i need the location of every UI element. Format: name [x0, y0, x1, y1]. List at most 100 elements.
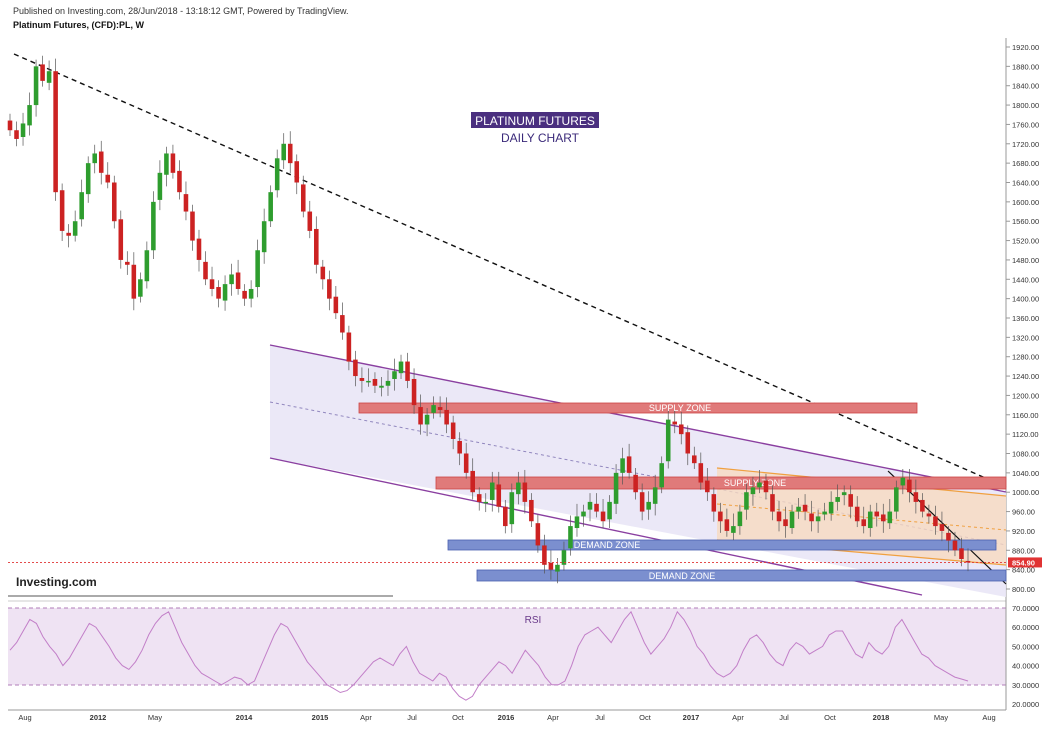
candle-up	[750, 487, 756, 495]
candle-down	[66, 232, 71, 236]
price-tick-label: 1760.00	[1012, 120, 1039, 129]
candle-down	[14, 130, 19, 139]
time-tick-label: Jul	[595, 713, 605, 722]
price-tick-label: 1880.00	[1012, 62, 1039, 71]
time-tick-label: Jul	[779, 713, 789, 722]
candle-up	[613, 472, 619, 504]
time-tick-label: 2015	[312, 713, 329, 722]
time-tick-label: 2014	[236, 713, 254, 722]
candle-up	[841, 492, 847, 496]
candle-up	[835, 497, 840, 502]
candle-up	[887, 511, 893, 524]
price-tick-label: 1000.00	[1012, 488, 1039, 497]
rsi-tick-label: 70.0000	[1012, 604, 1039, 613]
time-tick-label: Apr	[547, 713, 559, 722]
candle-up	[489, 482, 495, 500]
candle-down	[783, 519, 788, 527]
candle-down	[196, 238, 202, 260]
candle-down	[287, 143, 293, 164]
candle-down	[678, 424, 684, 435]
last-price-tag	[1008, 557, 1042, 568]
price-tick-label: 1080.00	[1012, 450, 1039, 459]
price-tick-label: 1240.00	[1012, 372, 1039, 381]
candle-up	[151, 201, 156, 251]
time-tick-label: Apr	[360, 713, 372, 722]
candle-down	[372, 378, 378, 386]
candle-down	[529, 499, 534, 522]
candle-up	[789, 511, 795, 529]
candle-up	[900, 477, 906, 486]
candle-down	[405, 361, 410, 381]
price-tick-label: 1440.00	[1012, 275, 1039, 284]
candle-up	[46, 71, 52, 83]
price-tick-label: 1520.00	[1012, 237, 1039, 246]
candle-up	[379, 385, 384, 388]
time-tick-label: Oct	[824, 713, 837, 722]
candle-up	[268, 192, 273, 222]
demand-zone-1	[447, 539, 997, 551]
candle-down	[698, 463, 704, 483]
candle-down	[40, 64, 45, 81]
candle-down	[685, 432, 691, 454]
price-tick-label: 1480.00	[1012, 256, 1039, 265]
candle-down	[418, 407, 423, 425]
candle-down	[522, 482, 528, 502]
price-tick-label: 1840.00	[1012, 82, 1039, 91]
candle-down	[548, 562, 554, 570]
rsi-axis: 70.0000 60.0000 50.0000 40.0000 30.0000 20.00…	[1012, 604, 1039, 709]
candle-down	[874, 511, 880, 517]
candle-down	[600, 511, 606, 522]
candle-down	[776, 511, 782, 522]
price-tick-label: 1920.00	[1012, 43, 1039, 52]
price-tick-label: 920.00	[1012, 527, 1035, 536]
candle-down	[7, 120, 13, 131]
demand-zone-1-label: DEMAND ZONE	[574, 540, 641, 550]
candle-down	[939, 524, 945, 531]
price-tick-label: 1120.00	[1012, 430, 1039, 439]
time-tick-label: 2018	[873, 713, 890, 722]
candle-up	[561, 550, 567, 565]
candle-up	[894, 487, 899, 512]
rsi-tick-label: 30.0000	[1012, 681, 1039, 690]
candle-up	[92, 153, 98, 164]
candle-down	[770, 494, 775, 512]
rsi-label: RSI	[525, 615, 542, 626]
chart-title-box	[471, 112, 599, 128]
candle-down	[105, 174, 111, 183]
candle-up	[33, 66, 39, 106]
candle-up	[796, 506, 801, 512]
demand-zone-2-label: DEMAND ZONE	[649, 571, 716, 581]
candle-up	[516, 482, 521, 495]
candle-down	[626, 456, 632, 473]
price-tick-label: 1640.00	[1012, 179, 1039, 188]
candle-down	[952, 540, 958, 551]
published-note: Published on Investing.com, 28/Jun/2018 …	[13, 6, 349, 16]
candle-up	[20, 123, 26, 138]
time-tick-label: 2012	[90, 713, 107, 722]
candle-down	[314, 228, 319, 265]
candlestick-series	[7, 55, 971, 584]
candle-up	[392, 371, 397, 379]
candle-down	[203, 261, 208, 280]
candle-up	[79, 192, 84, 220]
candle-up	[27, 105, 32, 126]
supply-zone-2	[435, 476, 1007, 490]
candle-up	[757, 482, 762, 488]
candle-down	[946, 532, 951, 541]
candle-up	[620, 458, 625, 473]
price-tick-label: 1560.00	[1012, 217, 1039, 226]
candle-down	[450, 422, 456, 439]
candle-up	[646, 501, 651, 510]
candle-down	[913, 492, 919, 502]
time-tick-label: May	[148, 713, 162, 722]
price-tick-label: 1800.00	[1012, 101, 1039, 110]
candle-down	[59, 190, 65, 231]
candle-down	[763, 480, 769, 493]
time-tick-label: Apr	[732, 713, 744, 722]
rsi-tick-label: 60.0000	[1012, 623, 1039, 632]
candle-down	[633, 474, 638, 493]
time-axis: Aug 2012 May 2014 2015 Apr Jul Oct 2016 Apr Jul Oct…	[18, 713, 995, 722]
time-tick-label: Oct	[452, 713, 465, 722]
price-tick-label: 1280.00	[1012, 353, 1039, 362]
